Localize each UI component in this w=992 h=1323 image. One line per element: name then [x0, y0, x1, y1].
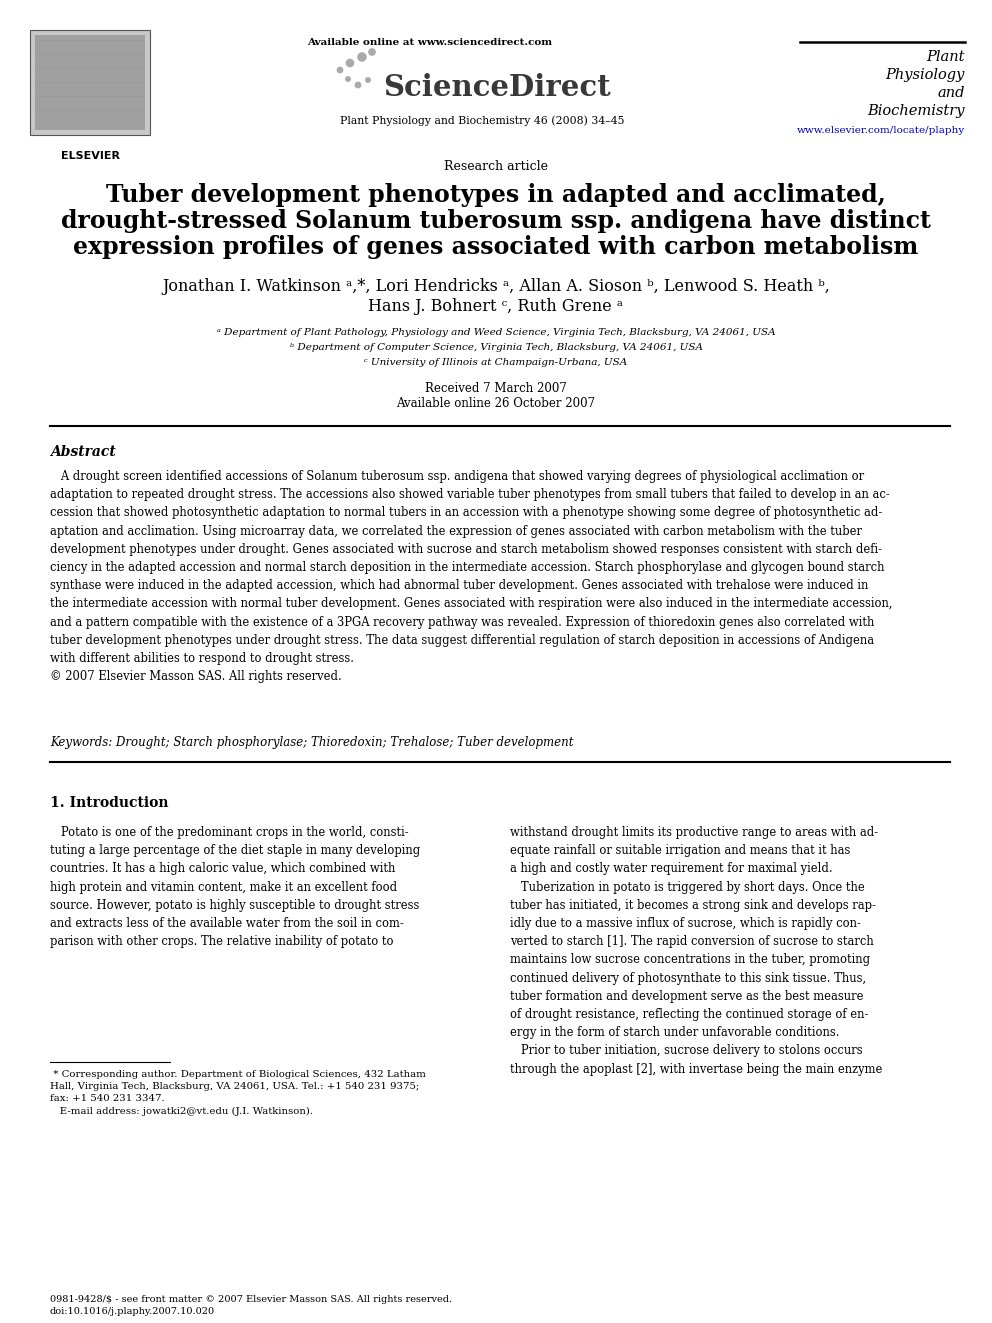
- Circle shape: [366, 78, 370, 82]
- Text: A drought screen identified accessions of Solanum tuberosum ssp. andigena that s: A drought screen identified accessions o…: [50, 470, 893, 683]
- Bar: [30, 30, 150, 135]
- Text: 0981-9428/$ - see front matter © 2007 Elsevier Masson SAS. All rights reserved.
: 0981-9428/$ - see front matter © 2007 El…: [50, 1295, 452, 1316]
- Circle shape: [337, 67, 342, 73]
- Text: Research article: Research article: [444, 160, 548, 173]
- Text: ScienceDirect: ScienceDirect: [383, 73, 611, 102]
- Text: ELSEVIER: ELSEVIER: [61, 151, 119, 161]
- Text: expression profiles of genes associated with carbon metabolism: expression profiles of genes associated …: [73, 235, 919, 259]
- Circle shape: [346, 60, 353, 66]
- Text: Received 7 March 2007: Received 7 March 2007: [425, 382, 567, 396]
- Text: Tuber development phenotypes in adapted and acclimated,: Tuber development phenotypes in adapted …: [106, 183, 886, 206]
- Text: ᶜ University of Illinois at Champaign-Urbana, USA: ᶜ University of Illinois at Champaign-Ur…: [364, 359, 628, 366]
- Circle shape: [346, 77, 350, 81]
- Text: * Corresponding author. Department of Biological Sciences, 432 Latham
Hall, Virg: * Corresponding author. Department of Bi…: [50, 1070, 426, 1115]
- Text: 1. Introduction: 1. Introduction: [50, 796, 169, 810]
- Text: Hans J. Bohnert ᶜ, Ruth Grene ᵃ: Hans J. Bohnert ᶜ, Ruth Grene ᵃ: [368, 298, 624, 315]
- Text: Plant: Plant: [927, 50, 965, 64]
- Text: Jonathan I. Watkinson ᵃ,*, Lori Hendricks ᵃ, Allan A. Sioson ᵇ, Lenwood S. Heath: Jonathan I. Watkinson ᵃ,*, Lori Hendrick…: [162, 278, 830, 295]
- Circle shape: [369, 49, 375, 56]
- Text: Potato is one of the predominant crops in the world, consti-
tuting a large perc: Potato is one of the predominant crops i…: [50, 826, 421, 949]
- Text: Keywords: Drought; Starch phosphorylase; Thioredoxin; Trehalose; Tuber developme: Keywords: Drought; Starch phosphorylase;…: [50, 736, 573, 749]
- Text: withstand drought limits its productive range to areas with ad-
equate rainfall : withstand drought limits its productive …: [510, 826, 882, 1076]
- Text: Physiology: Physiology: [886, 67, 965, 82]
- Text: Abstract: Abstract: [50, 445, 116, 459]
- Bar: [35, 34, 145, 130]
- Text: Available online 26 October 2007: Available online 26 October 2007: [397, 397, 595, 410]
- Text: drought-stressed Solanum tuberosum ssp. andigena have distinct: drought-stressed Solanum tuberosum ssp. …: [62, 209, 930, 233]
- Text: Available online at www.sciencedirect.com: Available online at www.sciencedirect.co…: [308, 38, 553, 48]
- Text: Biochemistry: Biochemistry: [867, 105, 965, 118]
- Text: www.elsevier.com/locate/plaphy: www.elsevier.com/locate/plaphy: [797, 126, 965, 135]
- Circle shape: [358, 53, 366, 61]
- Text: ᵃ Department of Plant Pathology, Physiology and Weed Science, Virginia Tech, Bla: ᵃ Department of Plant Pathology, Physiol…: [216, 328, 776, 337]
- Text: ᵇ Department of Computer Science, Virginia Tech, Blacksburg, VA 24061, USA: ᵇ Department of Computer Science, Virgin…: [290, 343, 702, 352]
- Text: Plant Physiology and Biochemistry 46 (2008) 34–45: Plant Physiology and Biochemistry 46 (20…: [340, 115, 625, 126]
- Circle shape: [355, 82, 361, 87]
- Text: and: and: [937, 86, 965, 101]
